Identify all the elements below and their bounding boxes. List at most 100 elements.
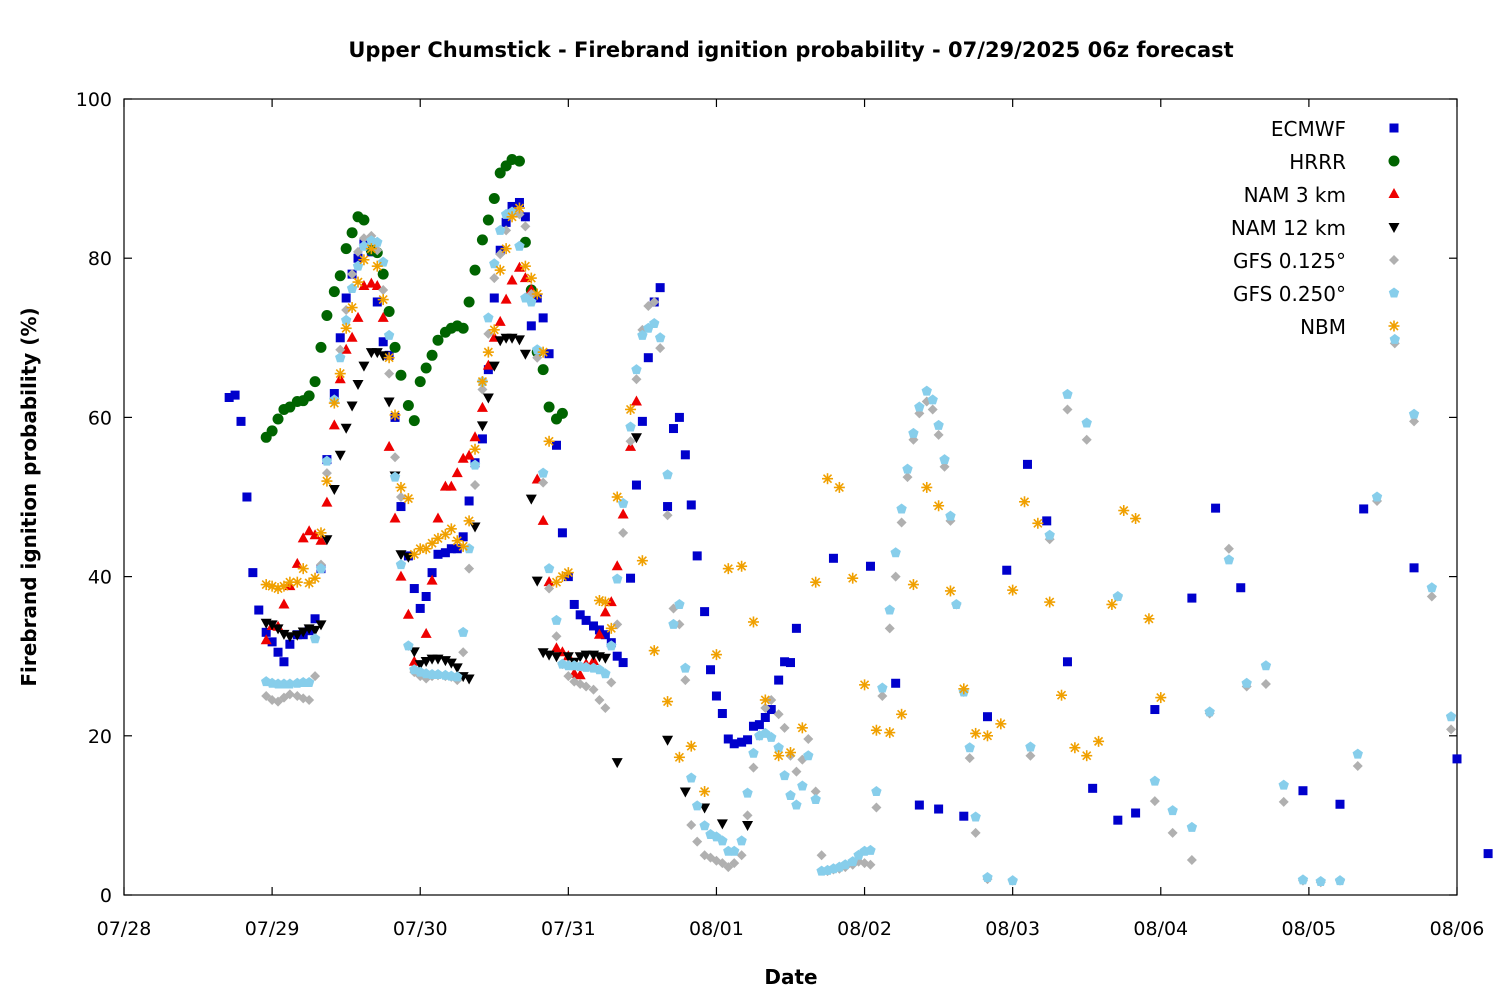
data-point bbox=[351, 275, 365, 289]
data-point bbox=[846, 571, 860, 585]
data-point bbox=[877, 682, 888, 693]
data-point bbox=[1002, 565, 1012, 575]
data-point bbox=[1117, 504, 1131, 517]
data-point bbox=[1062, 388, 1073, 399]
data-point bbox=[278, 598, 290, 609]
data-point bbox=[1409, 563, 1419, 573]
data-point bbox=[1186, 821, 1198, 832]
data-point bbox=[383, 397, 395, 408]
data-point bbox=[493, 263, 507, 277]
data-point bbox=[370, 259, 384, 273]
data-point bbox=[358, 361, 370, 372]
series-nbm bbox=[259, 201, 1168, 798]
data-point bbox=[476, 375, 489, 388]
y-tick-label: 0 bbox=[100, 885, 112, 907]
data-point bbox=[464, 563, 475, 574]
legend-marker bbox=[1389, 255, 1399, 265]
data-point bbox=[505, 210, 519, 224]
data-point bbox=[519, 259, 532, 273]
data-point bbox=[1241, 677, 1252, 688]
data-point bbox=[618, 658, 628, 668]
y-tick-label: 60 bbox=[88, 407, 112, 429]
data-point bbox=[296, 562, 310, 575]
data-point bbox=[865, 561, 875, 571]
plot-area bbox=[123, 98, 1458, 896]
data-point bbox=[668, 424, 678, 434]
data-point bbox=[339, 321, 353, 335]
data-point bbox=[482, 345, 495, 359]
data-point bbox=[748, 762, 759, 773]
x-tick-label: 08/04 bbox=[1133, 918, 1188, 940]
data-point bbox=[871, 786, 882, 797]
data-point bbox=[680, 675, 691, 686]
data-point bbox=[320, 474, 334, 488]
data-point bbox=[610, 490, 624, 504]
data-point bbox=[617, 508, 629, 519]
data-point bbox=[562, 566, 575, 579]
data-point bbox=[340, 243, 352, 255]
data-point bbox=[661, 695, 674, 708]
data-point bbox=[415, 603, 425, 613]
data-point bbox=[1483, 849, 1493, 859]
data-point bbox=[551, 440, 561, 450]
data-point bbox=[896, 517, 907, 528]
data-point bbox=[951, 598, 962, 609]
data-point bbox=[1112, 591, 1124, 601]
data-point bbox=[456, 540, 470, 553]
data-point bbox=[1081, 434, 1092, 445]
data-point bbox=[519, 349, 531, 360]
data-point bbox=[1068, 741, 1082, 755]
data-point bbox=[352, 311, 364, 322]
data-point bbox=[462, 514, 476, 528]
data-point bbox=[779, 770, 790, 781]
data-point bbox=[1167, 805, 1178, 816]
data-point bbox=[716, 819, 728, 830]
data-point bbox=[408, 415, 420, 427]
data-point bbox=[927, 394, 938, 405]
data-point bbox=[476, 421, 488, 432]
data-point bbox=[611, 758, 623, 769]
data-point bbox=[499, 242, 513, 255]
data-point bbox=[908, 427, 919, 438]
data-point bbox=[1426, 582, 1438, 593]
data-point bbox=[957, 682, 971, 696]
data-point bbox=[334, 450, 346, 461]
data-point bbox=[858, 678, 871, 692]
data-point bbox=[302, 576, 316, 590]
data-point bbox=[786, 658, 795, 668]
data-point bbox=[432, 512, 444, 523]
y-tick-label: 20 bbox=[88, 726, 112, 748]
data-point bbox=[544, 349, 554, 359]
data-point bbox=[266, 425, 278, 437]
data-point bbox=[611, 560, 623, 571]
data-point bbox=[1006, 583, 1019, 597]
data-point bbox=[1186, 854, 1197, 865]
data-point bbox=[543, 563, 555, 574]
data-point bbox=[358, 214, 370, 226]
data-point bbox=[700, 607, 710, 617]
data-point bbox=[932, 499, 945, 513]
data-point bbox=[1154, 691, 1168, 704]
data-point bbox=[395, 559, 407, 570]
data-point bbox=[1223, 543, 1234, 554]
data-point bbox=[1149, 775, 1161, 786]
data-point bbox=[631, 364, 642, 375]
data-point bbox=[1297, 874, 1309, 885]
data-point bbox=[1142, 612, 1156, 626]
data-point bbox=[483, 312, 494, 323]
data-point bbox=[513, 335, 525, 346]
data-point bbox=[1092, 735, 1105, 748]
series-gfs-0-125- bbox=[261, 207, 1457, 888]
data-point bbox=[959, 811, 969, 821]
data-point bbox=[742, 820, 754, 831]
data-point bbox=[1105, 598, 1119, 611]
data-point bbox=[230, 390, 240, 400]
data-point bbox=[1278, 796, 1289, 807]
data-point bbox=[721, 562, 735, 575]
data-point bbox=[1025, 741, 1036, 752]
data-point bbox=[384, 368, 395, 379]
data-point bbox=[426, 349, 438, 361]
legend-label: ECMWF bbox=[1271, 117, 1346, 141]
data-point bbox=[333, 367, 347, 380]
